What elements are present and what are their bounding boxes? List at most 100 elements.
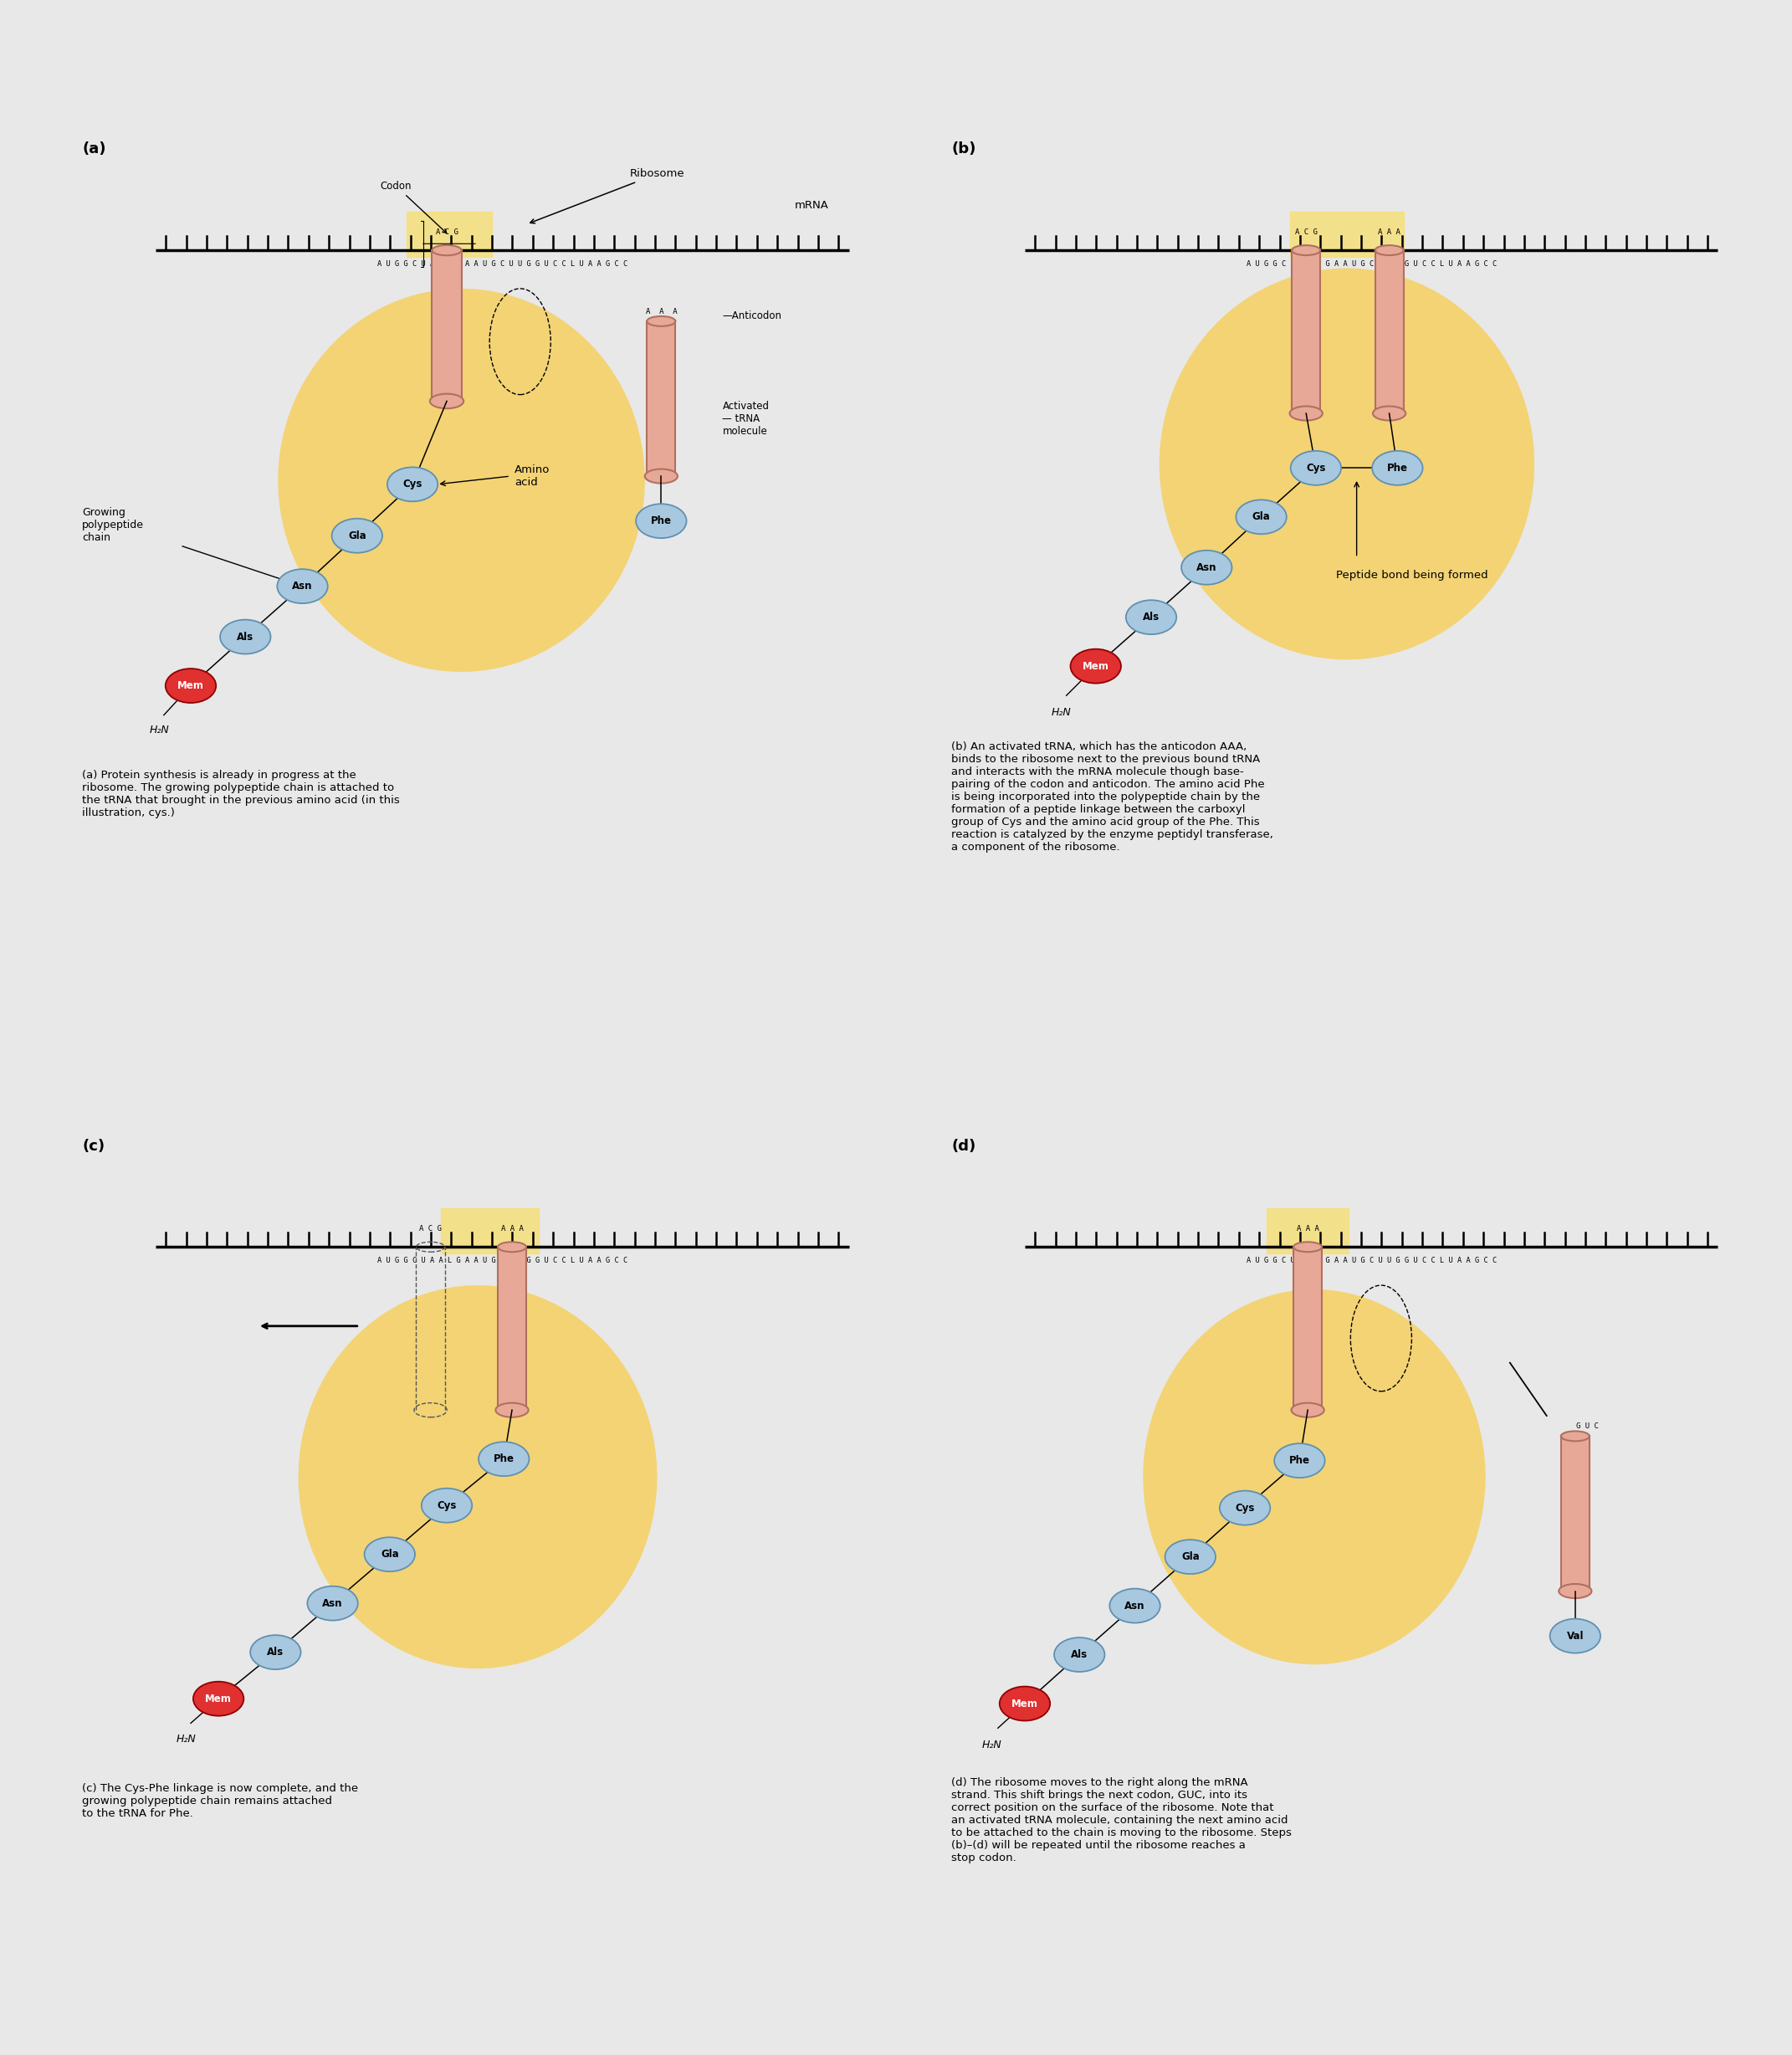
Ellipse shape bbox=[1373, 450, 1423, 485]
Text: H₂N: H₂N bbox=[176, 1734, 195, 1745]
Text: (a): (a) bbox=[82, 142, 106, 156]
Text: A A A: A A A bbox=[1296, 1225, 1319, 1233]
Text: Als: Als bbox=[1143, 612, 1159, 623]
Text: A A A: A A A bbox=[1378, 228, 1401, 236]
Text: Asn: Asn bbox=[292, 582, 312, 592]
Text: H₂N: H₂N bbox=[151, 725, 170, 736]
Ellipse shape bbox=[496, 1404, 529, 1418]
Text: A U G G C U A A L G A A U G C U U G G U C C L U A A G C C: A U G G C U A A L G A A U G C U U G G U … bbox=[376, 1258, 627, 1264]
Ellipse shape bbox=[1559, 1584, 1591, 1599]
Ellipse shape bbox=[1181, 551, 1231, 584]
Text: Asn: Asn bbox=[1125, 1601, 1145, 1611]
Text: Phe: Phe bbox=[1288, 1455, 1310, 1465]
Text: Mem: Mem bbox=[204, 1693, 231, 1704]
Ellipse shape bbox=[297, 1284, 658, 1669]
Ellipse shape bbox=[498, 1241, 527, 1251]
Text: (b): (b) bbox=[952, 142, 977, 156]
Bar bbox=[432, 251, 462, 401]
Text: (a) Protein synthesis is already in progress at the
ribosome. The growing polype: (a) Protein synthesis is already in prog… bbox=[82, 771, 400, 818]
Ellipse shape bbox=[1561, 1430, 1590, 1441]
Bar bbox=[498, 1247, 527, 1410]
Bar bbox=[1294, 1247, 1322, 1410]
Ellipse shape bbox=[308, 1586, 358, 1621]
Ellipse shape bbox=[636, 503, 686, 538]
Text: Als: Als bbox=[1072, 1650, 1088, 1660]
Text: A U G G C U A A L G A A U G C U U G G U C C L U A A G C C: A U G G C U A A L G A A U G C U U G G U … bbox=[376, 261, 627, 267]
Ellipse shape bbox=[1159, 269, 1534, 660]
Text: Gla: Gla bbox=[1181, 1552, 1199, 1562]
Bar bbox=[1292, 251, 1321, 413]
Text: Cys: Cys bbox=[1306, 462, 1326, 473]
Text: H₂N: H₂N bbox=[1052, 707, 1072, 717]
Text: A C G: A C G bbox=[1296, 228, 1317, 236]
Text: (d): (d) bbox=[952, 1138, 977, 1153]
Text: Cys: Cys bbox=[403, 479, 423, 489]
Text: Gla: Gla bbox=[1253, 512, 1271, 522]
Ellipse shape bbox=[387, 466, 437, 501]
Ellipse shape bbox=[165, 668, 217, 703]
Ellipse shape bbox=[251, 1636, 301, 1669]
Text: A A A: A A A bbox=[500, 1225, 523, 1233]
Ellipse shape bbox=[645, 469, 677, 483]
Bar bbox=[407, 212, 493, 257]
Text: —Anticodon: —Anticodon bbox=[722, 310, 781, 321]
Text: Cys: Cys bbox=[437, 1500, 457, 1510]
Text: Als: Als bbox=[237, 631, 254, 643]
Ellipse shape bbox=[1165, 1539, 1215, 1574]
Ellipse shape bbox=[1236, 499, 1287, 534]
Ellipse shape bbox=[1054, 1638, 1104, 1673]
Text: Gla: Gla bbox=[380, 1549, 400, 1560]
Text: (c) The Cys-Phe linkage is now complete, and the
growing polypeptide chain remai: (c) The Cys-Phe linkage is now complete,… bbox=[82, 1784, 358, 1819]
Ellipse shape bbox=[1550, 1619, 1600, 1652]
Ellipse shape bbox=[1125, 600, 1177, 635]
Text: Growing
polypeptide
chain: Growing polypeptide chain bbox=[82, 508, 143, 543]
Text: Val: Val bbox=[1566, 1630, 1584, 1642]
Ellipse shape bbox=[278, 288, 645, 672]
Text: Mem: Mem bbox=[1082, 662, 1109, 672]
Bar bbox=[1374, 251, 1403, 413]
Ellipse shape bbox=[1109, 1589, 1159, 1623]
Ellipse shape bbox=[1374, 245, 1403, 255]
Ellipse shape bbox=[194, 1681, 244, 1716]
Text: H₂N: H₂N bbox=[982, 1739, 1002, 1751]
Text: mRNA: mRNA bbox=[794, 199, 828, 212]
Text: A C G: A C G bbox=[435, 228, 459, 236]
Text: Amino
acid: Amino acid bbox=[514, 464, 550, 487]
Ellipse shape bbox=[430, 395, 464, 409]
Text: Asn: Asn bbox=[1197, 563, 1217, 573]
Ellipse shape bbox=[1220, 1490, 1271, 1525]
Bar bbox=[441, 1208, 539, 1254]
Text: Phe: Phe bbox=[1387, 462, 1409, 473]
Text: Phe: Phe bbox=[650, 516, 672, 526]
Ellipse shape bbox=[220, 621, 271, 653]
Ellipse shape bbox=[364, 1537, 416, 1572]
Ellipse shape bbox=[432, 245, 462, 255]
Ellipse shape bbox=[1000, 1687, 1050, 1720]
Text: (c): (c) bbox=[82, 1138, 106, 1153]
Text: Cys: Cys bbox=[1235, 1502, 1254, 1512]
Text: A  A  A: A A A bbox=[645, 308, 677, 316]
Text: Peptide bond being formed: Peptide bond being formed bbox=[1337, 569, 1487, 582]
Text: (b) An activated tRNA, which has the anticodon AAA,
binds to the ribosome next t: (b) An activated tRNA, which has the ant… bbox=[952, 742, 1274, 853]
Text: Codon: Codon bbox=[380, 181, 446, 232]
Text: A C G: A C G bbox=[419, 1225, 441, 1233]
Ellipse shape bbox=[278, 569, 328, 604]
Ellipse shape bbox=[1290, 450, 1340, 485]
Text: Ribosome: Ribosome bbox=[530, 169, 685, 224]
Ellipse shape bbox=[421, 1488, 471, 1523]
Ellipse shape bbox=[332, 518, 382, 553]
Text: Activated
— tRNA
molecule: Activated — tRNA molecule bbox=[722, 401, 769, 438]
Ellipse shape bbox=[1292, 1404, 1324, 1418]
Text: G U C: G U C bbox=[1577, 1422, 1598, 1430]
Text: Gla: Gla bbox=[348, 530, 366, 540]
Ellipse shape bbox=[1373, 407, 1405, 421]
Text: A U G G C U A A L G A A U G C U U G G U C C L U A A G C C: A U G G C U A A L G A A U G C U U G G U … bbox=[1245, 261, 1496, 267]
Text: Phe: Phe bbox=[493, 1453, 514, 1465]
Text: Mem: Mem bbox=[177, 680, 204, 690]
Bar bbox=[1561, 1436, 1590, 1591]
Ellipse shape bbox=[1292, 245, 1321, 255]
Ellipse shape bbox=[647, 316, 676, 327]
Ellipse shape bbox=[1070, 649, 1122, 684]
Ellipse shape bbox=[478, 1443, 529, 1475]
Bar bbox=[1267, 1208, 1349, 1254]
